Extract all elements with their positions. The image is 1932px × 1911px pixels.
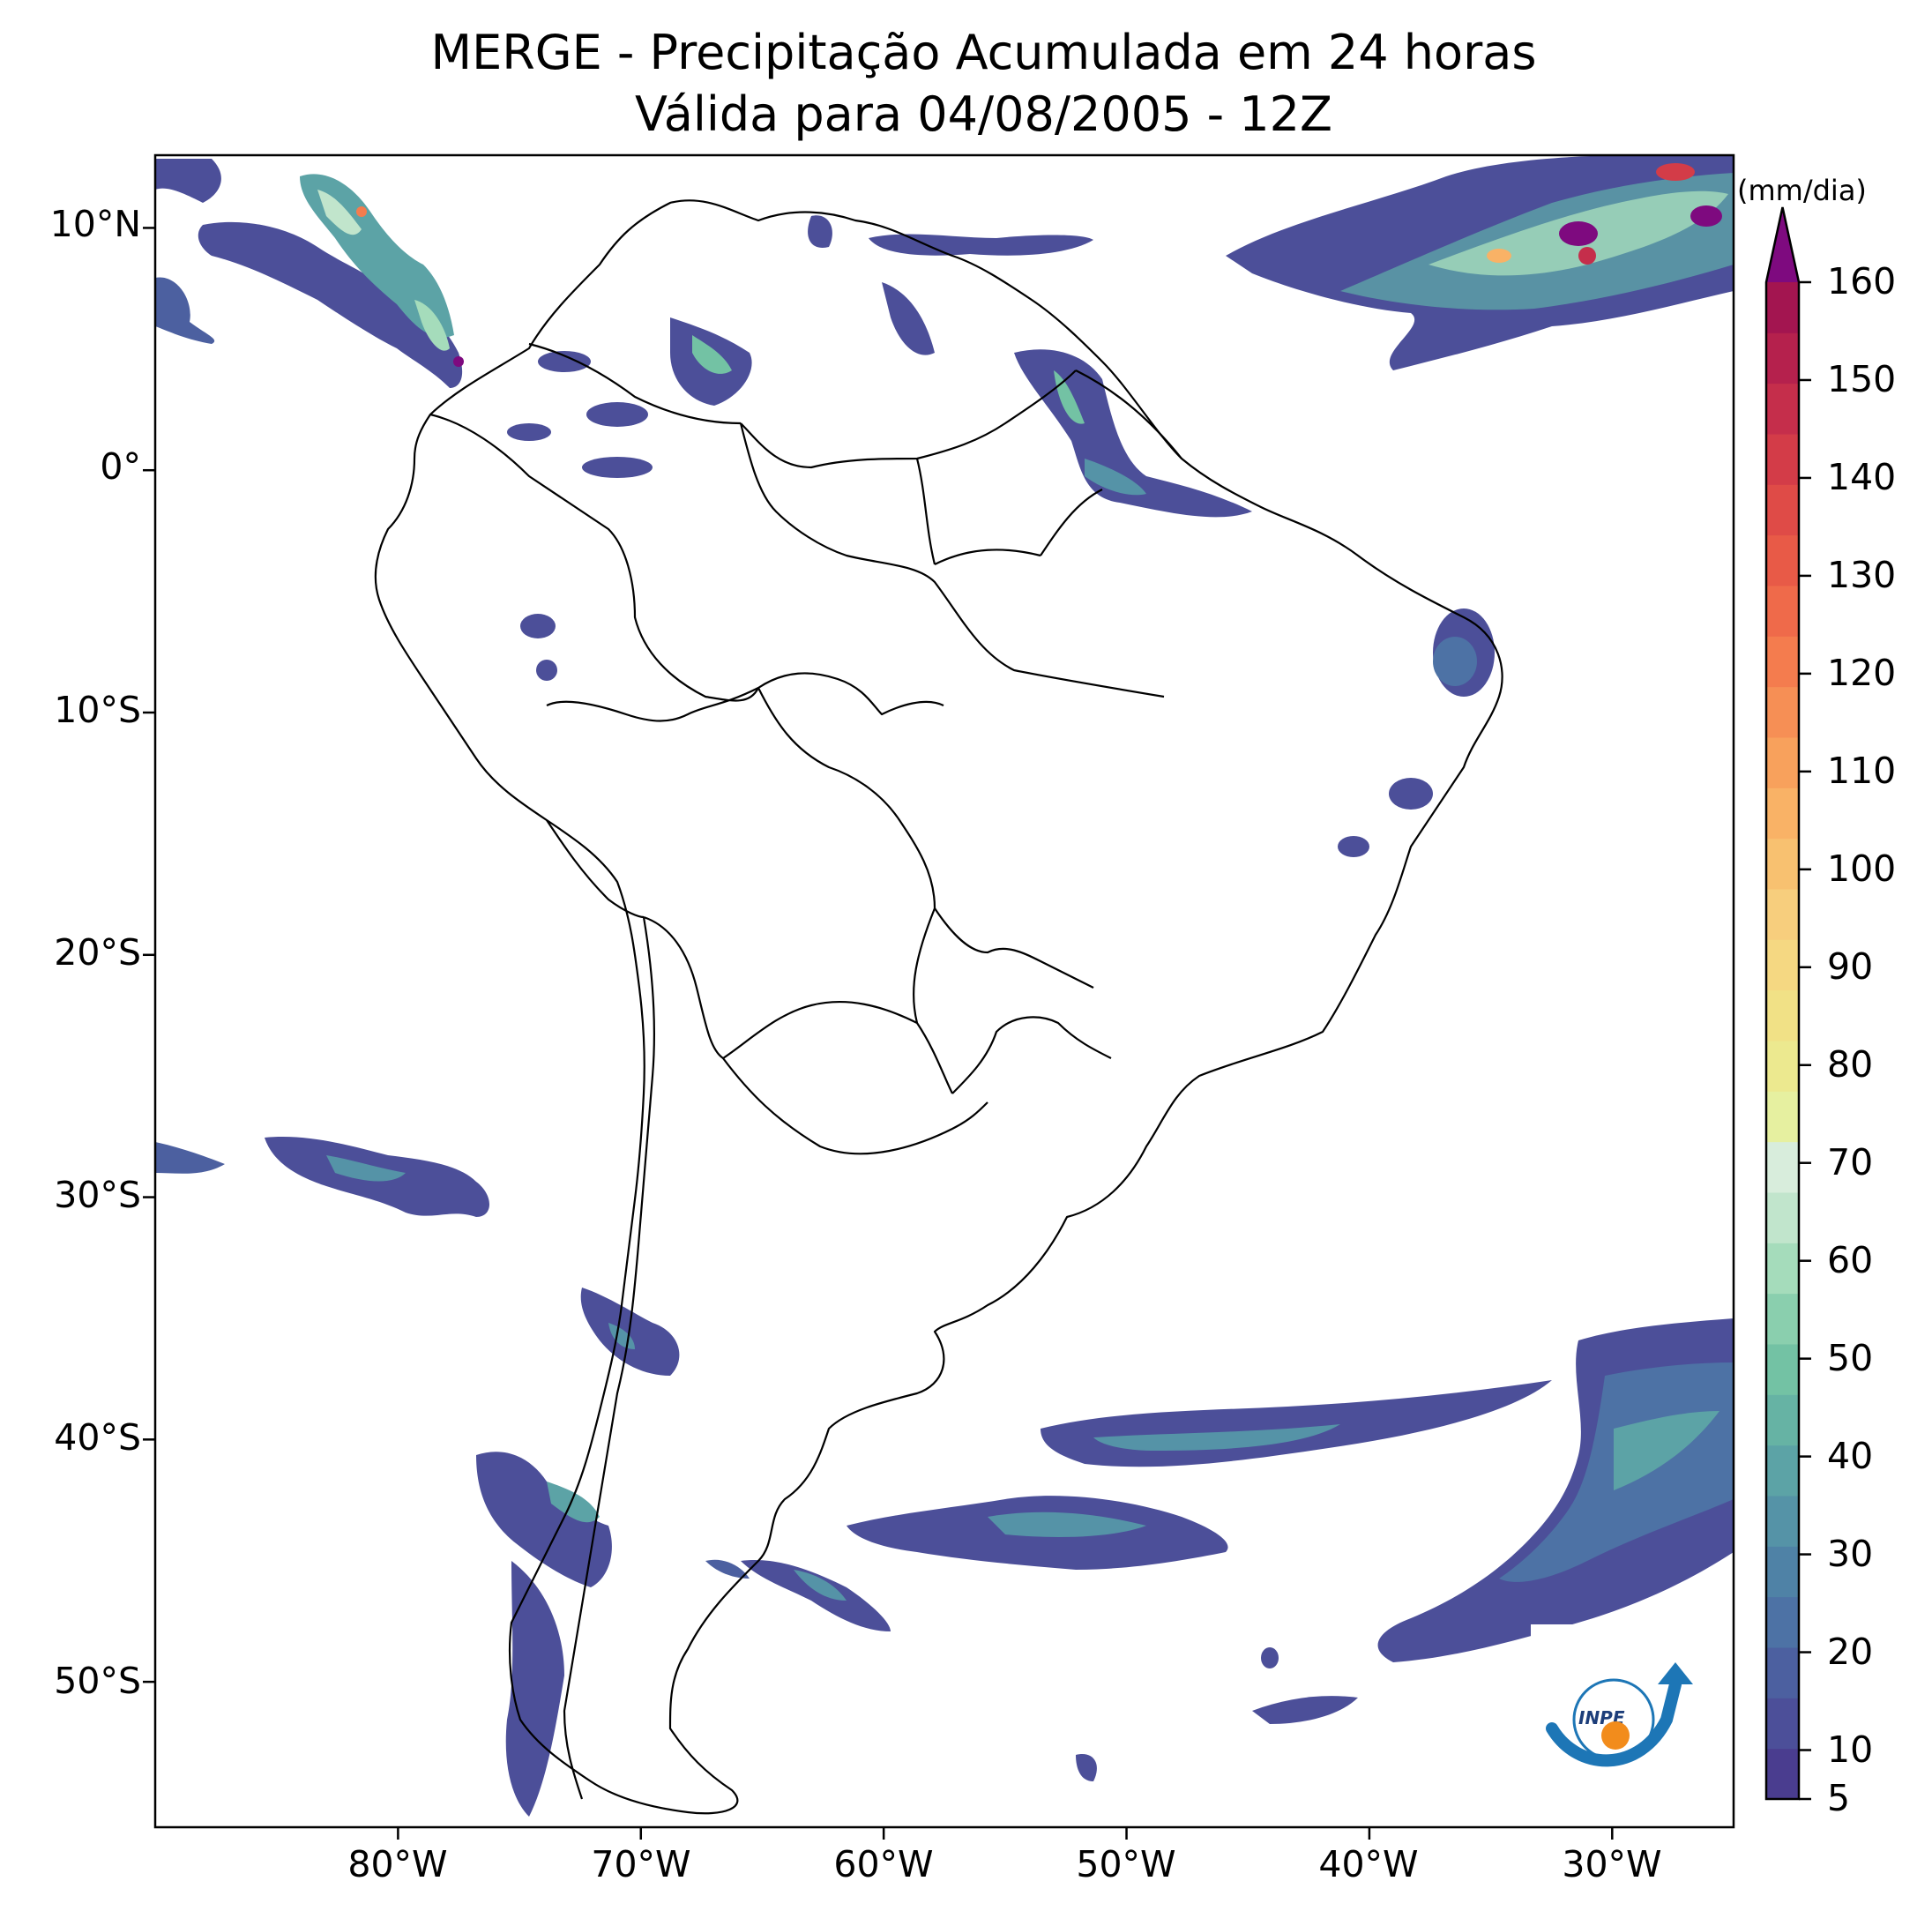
- colorbar-segment: [1766, 686, 1799, 738]
- lon-label-50w: 50°W: [1076, 1843, 1176, 1885]
- colorbar-outline: [1764, 206, 1801, 1801]
- colorbar: [1764, 206, 1811, 1801]
- longitude-ticks: [397, 1827, 1614, 1840]
- rain-area-venezuela-guianas: [670, 215, 1252, 518]
- map-title: MERGE - Precipitação Acumulada em 24 hor…: [430, 25, 1537, 80]
- colorbar-segment: [1766, 586, 1799, 637]
- colorbar-segment: [1766, 434, 1799, 485]
- lat-label-50s: 50°S: [54, 1660, 141, 1702]
- colorbar-segment: [1766, 484, 1799, 536]
- colorbar-segment: [1766, 1192, 1799, 1243]
- colorbar-segment: [1766, 636, 1799, 688]
- colorbar-segment: [1766, 838, 1799, 890]
- colorbar-segment: [1766, 1141, 1799, 1193]
- rain-area-south-atlantic: [705, 1318, 1734, 1781]
- precipitation-fields: [155, 155, 1734, 1817]
- lon-label-70w: 70°W: [591, 1843, 691, 1885]
- colorbar-unit: (mm/dia): [1737, 174, 1867, 207]
- country-borders: [374, 199, 1503, 1815]
- colorbar-tick-label: 60: [1827, 1238, 1874, 1281]
- lat-label-10n: 10°N: [49, 203, 141, 245]
- colorbar-segment: [1766, 1243, 1799, 1295]
- colorbar-segment: [1766, 1444, 1799, 1497]
- lat-label-10s: 10°S: [54, 689, 141, 731]
- lat-label-30s: 30°S: [54, 1174, 141, 1216]
- colorbar-segment: [1766, 939, 1799, 991]
- lon-label-80w: 80°W: [347, 1843, 448, 1885]
- colorbar-segment: [1766, 788, 1799, 840]
- colorbar-segment: [1766, 737, 1799, 788]
- colorbar-tick-label: 150: [1827, 357, 1897, 400]
- colorbar-segment: [1766, 1091, 1799, 1143]
- colorbar-tick-label: 70: [1827, 1140, 1874, 1183]
- colorbar-tick-label: 5: [1827, 1777, 1851, 1819]
- colorbar-tick-label: 50: [1827, 1336, 1874, 1379]
- map-subtitle: Válida para 04/08/2005 - 12Z: [635, 86, 1332, 142]
- colorbar-tick-label: 100: [1827, 847, 1897, 890]
- colorbar-segment: [1766, 383, 1799, 435]
- colorbar-tick-label: 90: [1827, 944, 1874, 988]
- inpe-logo: INPE: [1531, 1624, 1693, 1767]
- colorbar-segment: [1766, 889, 1799, 940]
- rain-area-north-atlantic: [1226, 155, 1734, 370]
- colorbar-segment: [1766, 1647, 1799, 1698]
- colorbar-segment: [1766, 989, 1799, 1041]
- colorbar-tick-label: 40: [1827, 1434, 1874, 1477]
- colorbar-segment: [1766, 534, 1799, 586]
- colorbar-segment: [1766, 332, 1799, 384]
- colorbar-segment: [1766, 282, 1799, 333]
- south-america-coastline: [374, 199, 1503, 1815]
- lat-label-20s: 20°S: [54, 931, 141, 974]
- lon-label-60w: 60°W: [833, 1843, 934, 1885]
- lat-label-0: 0°: [100, 445, 141, 488]
- colorbar-tick-label: 80: [1827, 1042, 1874, 1086]
- lon-label-40w: 40°W: [1318, 1843, 1419, 1885]
- lat-label-40s: 40°S: [54, 1416, 141, 1459]
- colorbar-tick-label: 30: [1827, 1532, 1874, 1575]
- colorbar-tick-label: 20: [1827, 1630, 1874, 1673]
- colorbar-tick-label: 130: [1827, 553, 1897, 596]
- lon-label-30w: 30°W: [1562, 1843, 1662, 1885]
- colorbar-segment: [1766, 1698, 1799, 1750]
- colorbar-segment: [1766, 1748, 1799, 1800]
- colorbar-segment: [1766, 1041, 1799, 1092]
- colorbar-segment: [1766, 1344, 1799, 1395]
- rain-area-pacific-30s: [155, 1137, 489, 1217]
- colorbar-tick-label: 120: [1827, 651, 1897, 694]
- rain-area-central-america: [155, 159, 464, 388]
- colorbar-segment: [1766, 1596, 1799, 1648]
- plot-frame: [153, 153, 1735, 1829]
- colorbar-tick-label: 110: [1827, 749, 1897, 792]
- colorbar-segment: [1766, 1496, 1799, 1547]
- colorbar-tick-label: 10: [1827, 1728, 1874, 1771]
- latitude-ticks: [143, 227, 155, 1683]
- colorbar-tick-label: 140: [1827, 455, 1897, 498]
- rain-area-southern-chile: [476, 1288, 680, 1817]
- rain-area-scattered-north: [507, 351, 1495, 857]
- colorbar-segment: [1766, 1293, 1799, 1345]
- colorbar-segment: [1766, 1546, 1799, 1598]
- colorbar-extend-arrow: [1766, 207, 1799, 282]
- colorbar-segment: [1766, 1394, 1799, 1446]
- colorbar-tick-label: 160: [1827, 260, 1897, 302]
